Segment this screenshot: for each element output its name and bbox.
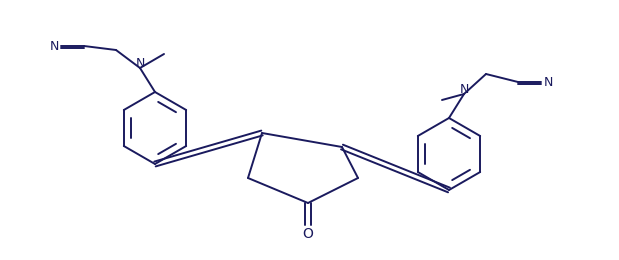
Text: N: N [543,75,553,88]
Text: N: N [459,82,469,95]
Text: O: O [303,227,313,241]
Text: N: N [136,56,145,69]
Text: N: N [50,40,59,53]
